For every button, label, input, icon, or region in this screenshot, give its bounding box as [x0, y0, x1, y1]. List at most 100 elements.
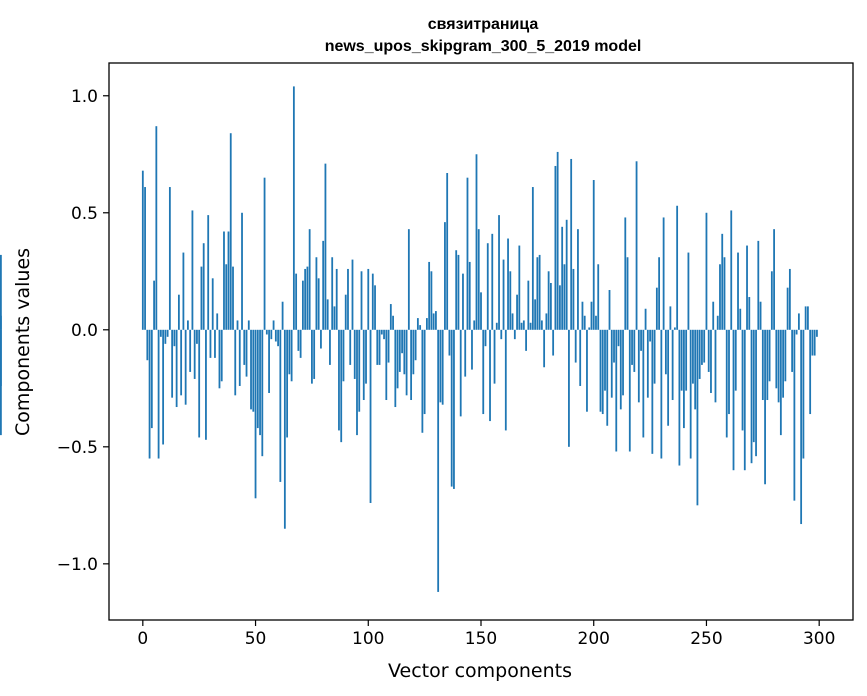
bar: [813, 329, 816, 356]
bar: [252, 329, 255, 412]
bar: [737, 252, 739, 330]
bar: [565, 219, 568, 330]
bar: [619, 329, 622, 410]
bar: [529, 322, 532, 330]
bar: [640, 329, 642, 351]
bar: [680, 329, 683, 391]
bar: [540, 320, 543, 330]
bar: [398, 329, 401, 372]
bar: [696, 329, 699, 506]
bar: [250, 329, 252, 410]
bar: [182, 252, 185, 330]
bar: [396, 329, 399, 389]
bar: [171, 329, 174, 398]
bar: [414, 329, 417, 361]
bar: [324, 163, 327, 330]
bar: [155, 126, 158, 330]
bar: [286, 329, 289, 438]
bar: [545, 313, 548, 330]
bar: [622, 329, 624, 396]
bar: [759, 301, 762, 330]
bar: [669, 306, 672, 330]
bar: [518, 245, 521, 330]
bar: [380, 329, 383, 335]
bar: [486, 243, 489, 330]
bar: [802, 329, 805, 459]
bar: [166, 329, 169, 337]
bar: [387, 329, 390, 363]
bar: [162, 329, 165, 445]
bar: [243, 329, 246, 365]
bar: [378, 329, 381, 365]
bar: [644, 308, 647, 330]
bar: [146, 329, 149, 361]
bar: [538, 254, 541, 330]
bar: [761, 329, 764, 401]
bar: [516, 294, 518, 330]
bar: [367, 268, 370, 330]
bar: [741, 329, 744, 431]
bar: [655, 287, 658, 330]
plot-frame: [108, 62, 854, 621]
bar: [148, 329, 151, 459]
bar: [646, 329, 649, 398]
bar: [265, 329, 268, 335]
bar: [444, 222, 446, 330]
bar: [592, 180, 595, 330]
bar: [351, 259, 354, 330]
bar: [270, 329, 273, 340]
bar: [263, 177, 266, 330]
bar: [577, 229, 579, 330]
bar: [184, 329, 187, 405]
bar: [719, 264, 721, 330]
bar: [209, 329, 212, 358]
bar: [703, 329, 706, 363]
bar: [335, 268, 338, 330]
bar: [191, 210, 194, 330]
bar: [800, 329, 803, 525]
bar: [743, 329, 746, 471]
bar: [721, 233, 724, 330]
bar: [635, 161, 638, 330]
bar: [604, 329, 606, 391]
bar: [358, 329, 361, 412]
bar: [804, 306, 807, 330]
bar: [0, 329, 2, 386]
bar: [579, 329, 582, 386]
bar: [773, 229, 775, 330]
x-tick-label: 100: [352, 629, 384, 649]
bar: [498, 215, 500, 330]
bar: [534, 299, 537, 330]
bar: [671, 329, 674, 401]
bar: [211, 278, 214, 330]
bar: [333, 306, 336, 330]
bar: [374, 285, 376, 330]
bar: [775, 329, 778, 389]
bar: [141, 170, 144, 330]
bar: [522, 320, 525, 330]
bar: [466, 177, 469, 330]
bar: [0, 315, 2, 330]
x-tick-label: 150: [465, 629, 497, 649]
bar: [234, 329, 237, 396]
bar: [583, 315, 586, 330]
bar: [277, 329, 279, 347]
bar: [739, 308, 742, 330]
bar: [777, 329, 780, 403]
bar: [723, 257, 726, 330]
bar: [595, 315, 597, 330]
bar: [0, 254, 2, 330]
bar: [144, 187, 146, 330]
bar: [606, 329, 609, 426]
bar: [687, 252, 690, 330]
bar: [311, 329, 313, 384]
bar: [504, 329, 507, 431]
chart-title: связитраница: [428, 16, 539, 33]
bar: [797, 313, 800, 330]
bar: [689, 329, 692, 459]
bar: [480, 292, 482, 330]
bar: [290, 329, 293, 382]
bar: [617, 329, 620, 347]
y-tick-label: −1.0: [57, 555, 98, 575]
bar: [464, 329, 467, 377]
